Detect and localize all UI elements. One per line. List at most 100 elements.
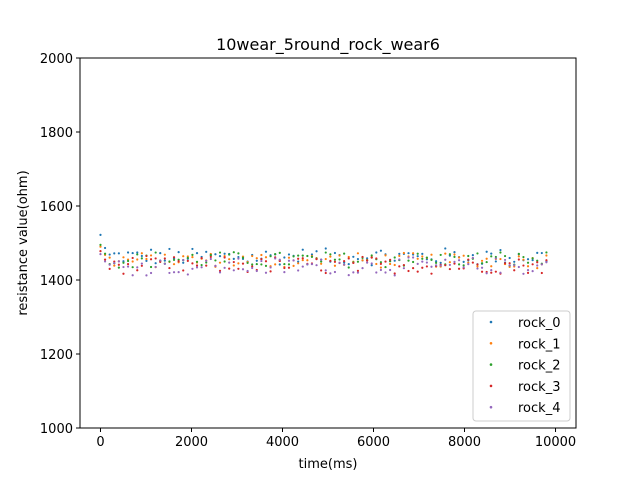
legend-marker bbox=[489, 342, 493, 345]
data-point bbox=[131, 251, 134, 255]
data-point bbox=[108, 263, 111, 266]
data-point bbox=[301, 257, 304, 260]
data-point bbox=[448, 261, 451, 264]
data-point bbox=[361, 267, 364, 270]
data-point bbox=[540, 271, 543, 275]
data-point bbox=[168, 271, 171, 275]
data-point bbox=[513, 260, 516, 263]
data-point bbox=[370, 256, 373, 259]
data-point bbox=[457, 259, 461, 262]
data-point bbox=[407, 269, 410, 273]
data-point bbox=[333, 258, 337, 261]
data-point bbox=[444, 264, 447, 267]
data-point bbox=[379, 249, 383, 252]
data-point bbox=[237, 267, 240, 270]
data-point bbox=[503, 262, 507, 265]
data-point bbox=[126, 265, 130, 268]
data-point bbox=[453, 260, 456, 263]
data-point bbox=[136, 269, 139, 272]
data-point bbox=[462, 264, 465, 267]
data-point bbox=[407, 252, 410, 255]
data-point bbox=[255, 259, 258, 262]
data-point bbox=[260, 263, 263, 266]
data-point bbox=[205, 261, 208, 264]
data-point bbox=[154, 257, 157, 260]
data-point bbox=[467, 258, 470, 261]
data-point bbox=[467, 254, 470, 258]
data-point bbox=[370, 262, 373, 265]
data-point bbox=[333, 270, 337, 274]
data-point bbox=[356, 269, 360, 272]
data-point bbox=[393, 274, 396, 277]
data-point bbox=[241, 262, 245, 265]
data-point bbox=[361, 259, 364, 262]
data-point bbox=[200, 263, 203, 267]
data-point bbox=[375, 257, 378, 260]
data-point bbox=[182, 258, 185, 262]
data-point bbox=[430, 265, 433, 268]
data-point bbox=[287, 253, 291, 256]
data-point bbox=[269, 270, 272, 273]
data-point bbox=[241, 256, 245, 259]
data-point bbox=[232, 264, 235, 267]
data-point bbox=[237, 255, 240, 259]
data-point bbox=[476, 263, 479, 266]
data-point bbox=[384, 271, 387, 274]
data-point bbox=[163, 262, 166, 265]
data-point bbox=[434, 264, 438, 267]
data-point bbox=[526, 265, 530, 268]
data-point bbox=[113, 260, 116, 263]
data-point bbox=[448, 263, 451, 267]
data-point bbox=[453, 262, 456, 265]
data-point bbox=[536, 261, 539, 264]
data-point bbox=[462, 254, 465, 257]
data-point bbox=[338, 258, 341, 261]
data-point bbox=[545, 254, 548, 257]
data-point bbox=[421, 252, 424, 255]
data-point bbox=[163, 259, 166, 262]
data-point bbox=[398, 258, 401, 261]
data-point bbox=[343, 252, 346, 255]
data-point bbox=[172, 258, 176, 262]
data-point bbox=[434, 260, 438, 263]
data-point bbox=[356, 252, 360, 255]
data-point bbox=[200, 256, 203, 260]
data-point bbox=[347, 266, 350, 269]
data-point bbox=[536, 267, 539, 270]
data-point bbox=[287, 256, 291, 259]
data-point bbox=[163, 257, 166, 260]
data-point bbox=[297, 269, 300, 272]
data-point bbox=[393, 263, 396, 267]
data-point bbox=[462, 260, 465, 263]
data-point bbox=[324, 247, 327, 250]
data-point bbox=[232, 251, 235, 254]
data-point bbox=[425, 256, 428, 259]
data-point bbox=[503, 258, 507, 262]
data-point bbox=[241, 268, 245, 271]
data-point bbox=[99, 243, 102, 246]
data-point bbox=[370, 264, 373, 267]
data-point bbox=[177, 251, 180, 254]
x-axis: 0 2000 4000 6000 8000 10000 bbox=[96, 428, 576, 450]
data-point bbox=[149, 258, 153, 261]
data-point bbox=[232, 269, 235, 272]
data-point bbox=[310, 263, 314, 266]
x-tick-label: 0 bbox=[96, 435, 104, 450]
data-point bbox=[531, 257, 534, 260]
data-point bbox=[338, 254, 341, 257]
data-point bbox=[531, 270, 534, 273]
data-point bbox=[453, 251, 456, 254]
data-point bbox=[513, 264, 516, 267]
data-points bbox=[99, 233, 548, 277]
data-point bbox=[471, 256, 474, 260]
data-point bbox=[494, 260, 497, 263]
data-point bbox=[444, 252, 447, 255]
data-point bbox=[485, 257, 488, 260]
data-point bbox=[536, 251, 539, 254]
data-point bbox=[490, 269, 493, 272]
data-point bbox=[393, 256, 396, 259]
data-point bbox=[117, 260, 120, 263]
data-point bbox=[402, 263, 405, 267]
data-point bbox=[352, 261, 355, 265]
